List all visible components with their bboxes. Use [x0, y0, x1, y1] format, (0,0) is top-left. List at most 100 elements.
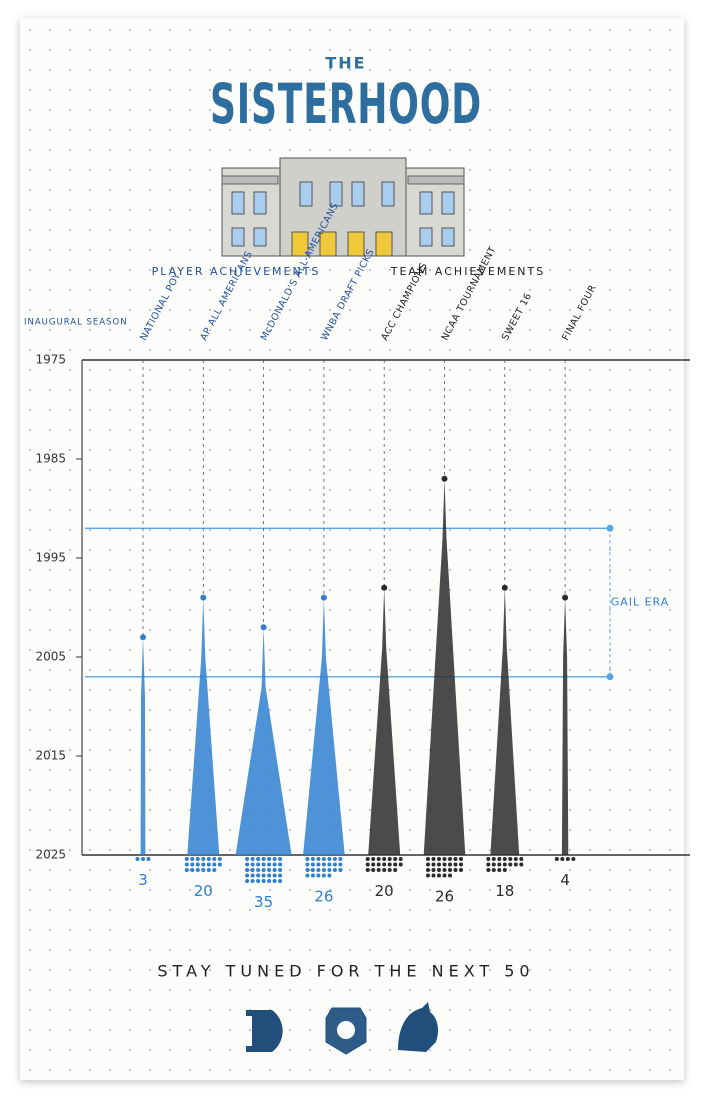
count-dot	[497, 857, 502, 861]
count-dot	[393, 857, 398, 861]
count-dot	[267, 879, 272, 883]
count-dots	[365, 857, 403, 872]
count-dot	[261, 862, 266, 867]
count-dot	[327, 868, 332, 872]
count-dot	[316, 857, 321, 861]
count-dot	[256, 879, 261, 883]
count-dot	[437, 857, 441, 861]
count-dot	[442, 873, 447, 878]
count-dot	[212, 868, 217, 872]
count-dot	[491, 868, 496, 872]
count-dot	[272, 873, 277, 878]
count-dot	[245, 857, 250, 861]
count-dot	[261, 873, 266, 878]
count-dot	[442, 862, 447, 867]
count-dot	[508, 857, 513, 861]
count-dot	[437, 862, 441, 867]
count-label: 18	[495, 882, 514, 900]
count-dot	[338, 857, 343, 861]
count-dot	[272, 862, 277, 867]
count-dot	[212, 862, 217, 867]
footer: STAY TUNED FOR THE NEXT 50	[157, 962, 534, 981]
spike	[490, 587, 520, 855]
count-dot	[453, 862, 458, 867]
count-dot	[437, 868, 441, 872]
count-dot	[398, 862, 403, 867]
count-dot	[513, 857, 518, 861]
count-dot	[459, 857, 463, 861]
count-dots	[305, 857, 343, 878]
count-dot	[245, 873, 250, 878]
spike-top	[441, 475, 448, 482]
count-dot	[321, 868, 326, 872]
count-dot	[497, 868, 502, 872]
count-dot	[486, 862, 491, 867]
y-axis-label: INAUGURAL SEASON	[24, 318, 128, 328]
count-dot	[508, 862, 513, 867]
count-dot	[250, 873, 255, 878]
count-dot	[387, 862, 392, 867]
count-dot	[305, 868, 310, 872]
count-dot	[398, 857, 403, 861]
count-dot	[426, 862, 430, 867]
count-dot	[184, 857, 189, 861]
count-dot	[486, 857, 491, 861]
count-dot	[338, 862, 343, 867]
count-dot	[519, 857, 524, 861]
count-dot	[310, 868, 315, 872]
count-dot	[437, 873, 441, 878]
count-dots	[486, 857, 524, 872]
count-dot	[190, 862, 195, 867]
count-dot	[256, 862, 261, 867]
count-dot	[250, 868, 255, 872]
count-dot	[448, 868, 452, 872]
count-dot	[371, 862, 376, 867]
count-dot	[316, 868, 321, 872]
band-end	[606, 524, 614, 532]
count-dot	[310, 857, 315, 861]
count-label: 26	[314, 888, 333, 906]
count-dots	[245, 857, 283, 883]
count-dot	[201, 857, 206, 861]
count-dot	[190, 857, 195, 861]
count-dot	[310, 862, 315, 867]
count-dot	[316, 873, 321, 878]
count-dot	[327, 873, 332, 878]
count-dot	[267, 862, 272, 867]
y-tick-label: 2005	[35, 650, 66, 664]
count-dot	[365, 868, 370, 872]
count-dot	[387, 868, 392, 872]
count-dot	[321, 857, 326, 861]
count-dot	[217, 857, 222, 861]
spike	[423, 478, 466, 855]
count-dot	[442, 868, 447, 872]
group-label: TEAM ACHIEVEMENTS	[390, 265, 546, 278]
spike-top	[562, 594, 569, 601]
count-dot	[195, 868, 200, 872]
title: SISTERHOOD	[210, 72, 482, 136]
count-dot	[491, 857, 496, 861]
count-dot	[250, 879, 255, 883]
count-dot	[261, 857, 266, 861]
band-label: GAIL ERA	[611, 596, 670, 609]
spike	[235, 627, 292, 855]
count-dot	[261, 879, 266, 883]
count-dot	[554, 857, 559, 861]
count-label: 35	[254, 893, 273, 911]
spike-top	[200, 594, 207, 601]
count-dot	[502, 857, 507, 861]
count-dot	[448, 862, 452, 867]
y-tick-label: 1985	[35, 452, 66, 466]
y-tick-label: 2015	[35, 749, 66, 763]
count-dot	[453, 857, 458, 861]
count-dot	[256, 857, 261, 861]
count-dot	[316, 862, 321, 867]
y-tick-label: 1975	[35, 353, 66, 367]
count-dot	[245, 862, 250, 867]
count-dot	[459, 862, 463, 867]
count-label: 4	[560, 871, 570, 889]
count-dot	[327, 857, 332, 861]
logos	[246, 1002, 438, 1055]
count-dot	[135, 857, 140, 861]
count-dot	[365, 857, 370, 861]
